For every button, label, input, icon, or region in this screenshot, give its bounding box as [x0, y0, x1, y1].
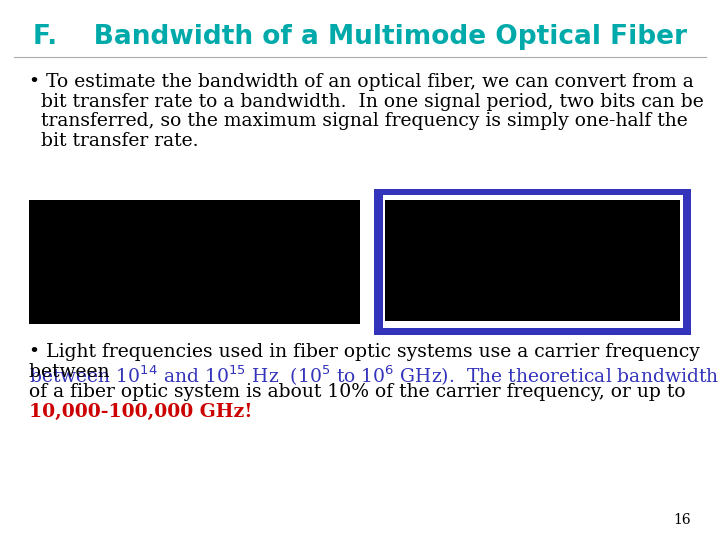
- Text: 16: 16: [674, 512, 691, 526]
- Text: transferred, so the maximum signal frequency is simply one-half the: transferred, so the maximum signal frequ…: [29, 112, 688, 130]
- Text: of a fiber optic system is about 10% of the carrier frequency, or up to: of a fiber optic system is about 10% of …: [29, 383, 685, 401]
- Bar: [383, 195, 683, 328]
- Text: bit transfer rate to a bandwidth.  In one signal period, two bits can be: bit transfer rate to a bandwidth. In one…: [29, 93, 703, 111]
- Text: F.    Bandwidth of a Multimode Optical Fiber: F. Bandwidth of a Multimode Optical Fibe…: [33, 24, 687, 50]
- Text: bit transfer rate.: bit transfer rate.: [29, 132, 198, 150]
- Text: • To estimate the bandwidth of an optical fiber, we can convert from a: • To estimate the bandwidth of an optica…: [29, 73, 693, 91]
- Bar: [374, 189, 691, 335]
- Text: between: between: [29, 363, 115, 381]
- Bar: [385, 200, 680, 321]
- Bar: [29, 200, 360, 324]
- Text: between $\mathregular{10}^{14}$ and $\mathregular{10}^{15}$ Hz  ($\mathregular{1: between $\mathregular{10}^{14}$ and $\ma…: [29, 363, 719, 388]
- Text: • Light frequencies used in fiber optic systems use a carrier frequency: • Light frequencies used in fiber optic …: [29, 343, 700, 361]
- Text: 10,000-100,000 GHz!: 10,000-100,000 GHz!: [29, 403, 252, 421]
